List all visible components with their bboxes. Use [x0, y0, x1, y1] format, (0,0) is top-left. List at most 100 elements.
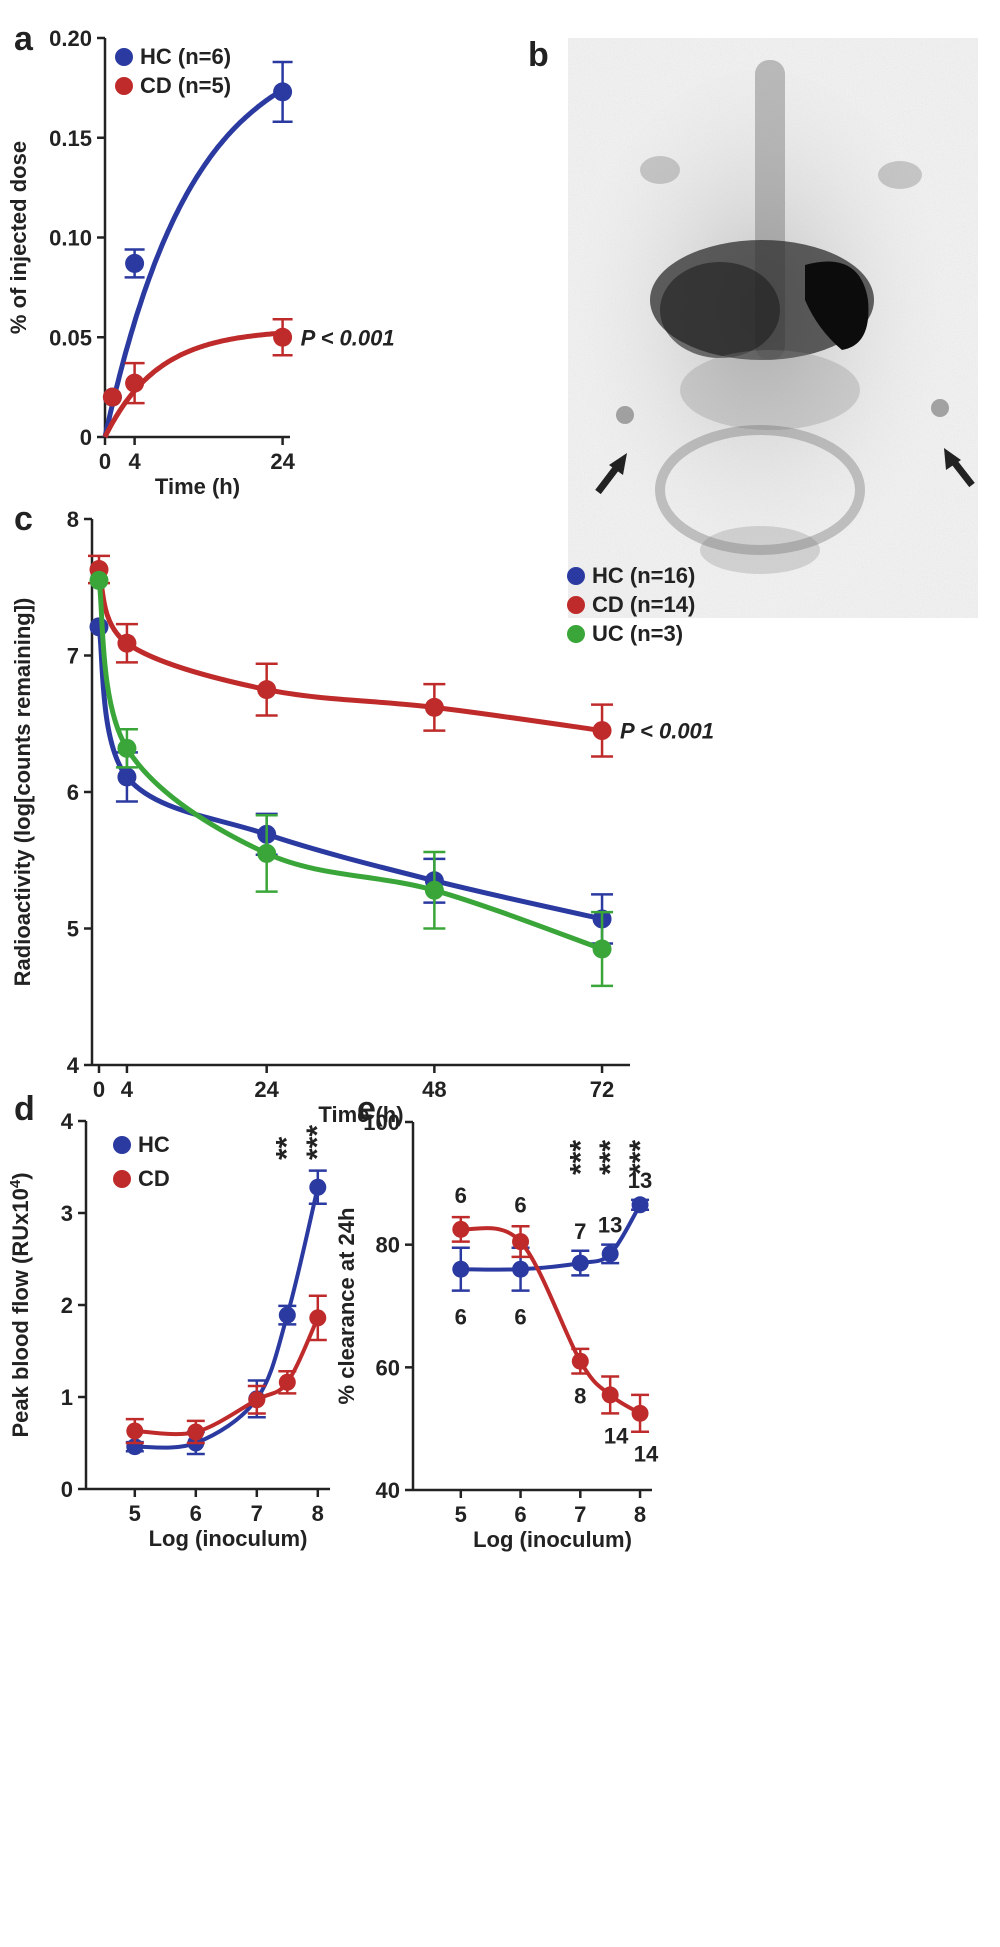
legend-marker-CD	[567, 596, 585, 614]
data-point-CD	[631, 1404, 649, 1422]
data-point-HC	[601, 1245, 619, 1263]
data-point-HC	[89, 617, 109, 637]
y-tick-label: 3	[61, 1201, 73, 1226]
scintigraphy-image	[568, 38, 978, 618]
legend-marker-UC	[567, 625, 585, 643]
sample-size-label-CD: 6	[514, 1192, 526, 1217]
series-CD	[125, 1294, 327, 1445]
significance-stars: ***	[624, 1140, 657, 1175]
y-tick-label: 5	[67, 917, 79, 942]
sample-size-label-CD: 6	[455, 1183, 467, 1208]
series-UC	[89, 570, 614, 988]
y-axis-title: Peak blood flow (RUx104)	[7, 1172, 34, 1437]
x-tick-label: 4	[121, 1077, 134, 1102]
y-tick-label: 8	[67, 507, 79, 532]
p-value-annotation: P < 0.001	[620, 719, 714, 744]
x-tick-label: 8	[634, 1502, 646, 1527]
p-value-annotation: P < 0.001	[301, 325, 395, 350]
sample-size-label-CD: 14	[604, 1423, 629, 1448]
data-point-CD	[424, 697, 444, 717]
sample-size-label-HC: 13	[598, 1213, 622, 1238]
y-axis-title-close: )	[8, 1172, 33, 1179]
x-tick-label: 0	[99, 449, 111, 474]
panel-c: c 4 5 6 7 8 0 4 24 48 72 Time (h) Radioactivity (log…	[10, 500, 714, 1127]
panel-label-e: e	[357, 1090, 376, 1128]
legend-label-UC: UC (n=3)	[592, 621, 683, 646]
series-HC	[125, 1169, 327, 1456]
sample-size-label-CD: 8	[574, 1383, 586, 1408]
y-tick-label: 0	[80, 425, 92, 450]
y-tick-label: 4	[67, 1053, 80, 1078]
y-tick-label: 80	[376, 1233, 400, 1258]
y-tick-label: 2	[61, 1293, 73, 1318]
y-tick-label: 7	[67, 644, 79, 669]
significance-stars: ***	[564, 1140, 597, 1175]
panel-label-c: c	[14, 500, 33, 538]
legend-marker-HC	[567, 567, 585, 585]
series-line-HC	[134, 1186, 320, 1450]
panel-label-a: a	[14, 20, 34, 58]
y-axis-title: % of injected dose	[6, 141, 31, 334]
y-tick-label: 0.05	[49, 325, 92, 350]
legend-label-CD: CD (n=14)	[592, 592, 695, 617]
significance-stars: ***	[301, 1125, 334, 1160]
y-tick-label: 40	[376, 1478, 400, 1503]
legend-label-HC: HC	[138, 1132, 170, 1157]
legend-marker-HC	[115, 48, 133, 66]
y-tick-label: 100	[363, 1110, 400, 1135]
data-point-CD	[571, 1352, 589, 1370]
x-tick-label: 24	[254, 1077, 279, 1102]
legend-label-CD: CD	[138, 1166, 170, 1191]
x-tick-label: 4	[128, 449, 141, 474]
x-axis-title: Log (inoculum)	[473, 1527, 632, 1552]
data-point-HC	[278, 1306, 296, 1324]
legend-label-HC: HC (n=16)	[592, 563, 695, 588]
y-tick-label: 60	[376, 1355, 400, 1380]
x-tick-label: 48	[422, 1077, 446, 1102]
y-tick-label: 0	[61, 1477, 73, 1502]
sample-size-label-HC: 13	[628, 1168, 652, 1193]
data-point-CD	[125, 373, 145, 393]
data-point-CD	[273, 327, 293, 347]
data-point-UC	[424, 880, 444, 900]
data-point-CD	[257, 680, 277, 700]
series-line-HC	[102, 87, 284, 438]
sample-size-label-CD: 14	[634, 1442, 659, 1467]
series-CD	[102, 318, 293, 439]
legend-label-CD: CD (n=5)	[140, 73, 231, 98]
arrow-right-icon	[944, 448, 975, 488]
data-point-UC	[592, 939, 612, 959]
data-point-CD	[102, 387, 122, 407]
x-tick-label: 6	[514, 1502, 526, 1527]
data-point-HC	[117, 767, 137, 787]
series-HC	[89, 617, 614, 945]
legend-marker-CD	[113, 1170, 131, 1188]
legend-label-HC: HC (n=6)	[140, 44, 231, 69]
series-line-CD	[96, 568, 603, 734]
sample-size-label-HC: 7	[574, 1219, 586, 1244]
arrow-left-icon	[595, 453, 627, 495]
x-tick-label: 0	[93, 1077, 105, 1102]
y-tick-label: 0.20	[49, 26, 92, 51]
data-point-HC	[452, 1260, 470, 1278]
x-axis-title: Time (h)	[155, 474, 240, 499]
data-point-HC	[273, 82, 293, 102]
data-point-CD	[452, 1220, 470, 1238]
y-tick-label: 4	[61, 1109, 74, 1134]
x-tick-label: 8	[312, 1501, 324, 1526]
y-axis-title: Radioactivity (log[counts remaining])	[10, 598, 35, 987]
series-CD	[87, 554, 614, 758]
panel-label-b: b	[528, 36, 549, 74]
y-axis-title: % clearance at 24h	[334, 1208, 359, 1405]
x-tick-label: 5	[455, 1502, 467, 1527]
x-tick-label: 7	[251, 1501, 263, 1526]
data-point-CD	[126, 1422, 144, 1440]
data-point-CD	[248, 1391, 266, 1409]
data-point-CD	[512, 1233, 530, 1251]
data-point-HC	[631, 1196, 649, 1214]
data-point-UC	[117, 738, 137, 758]
data-point-HC	[512, 1260, 530, 1278]
